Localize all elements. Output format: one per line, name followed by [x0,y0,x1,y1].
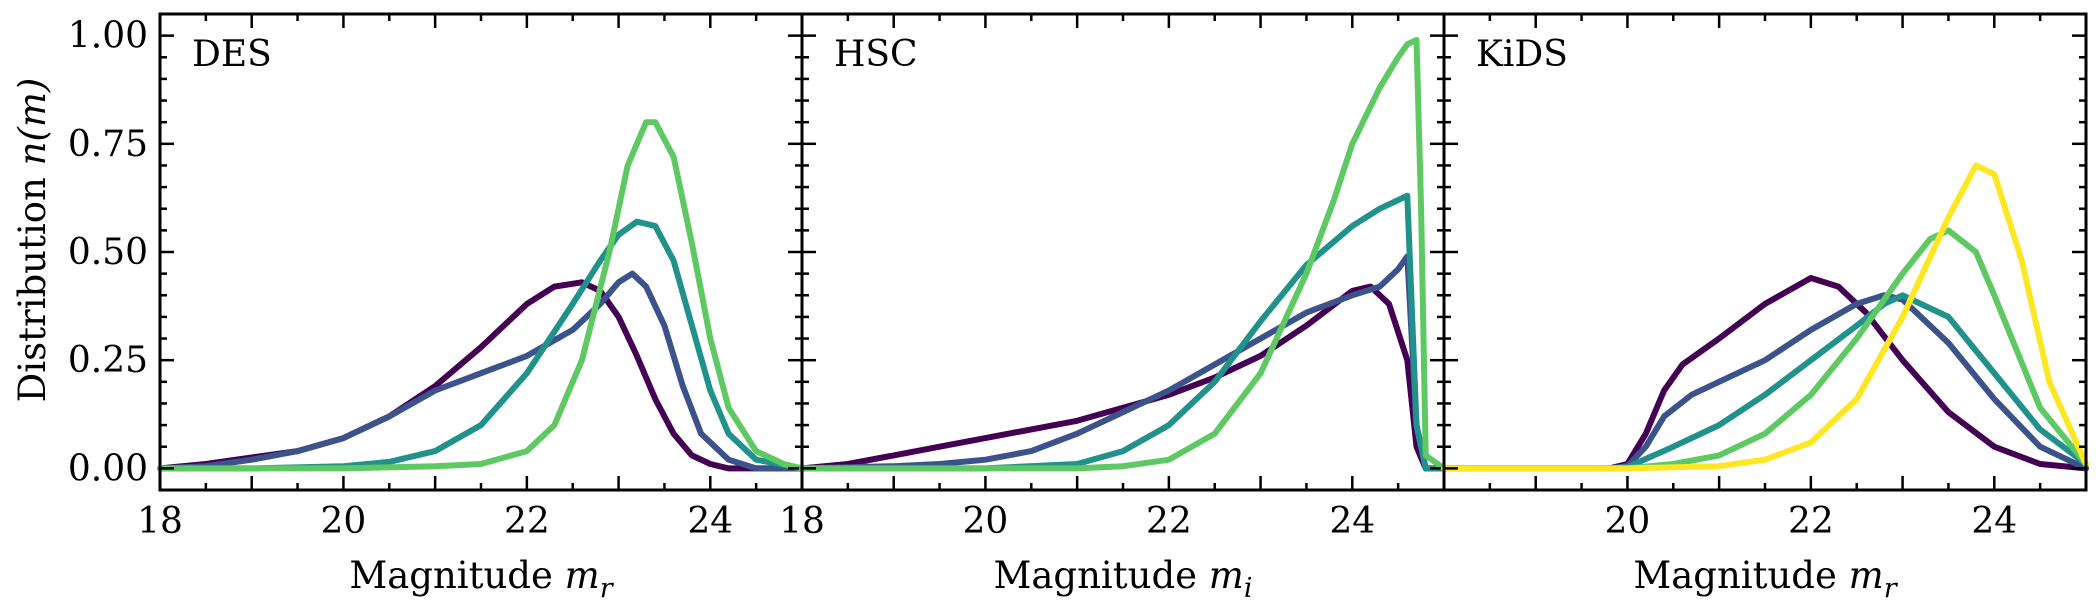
series-line-2-2 [1441,292,2089,472]
x-tick-label-0: 20 [321,501,367,542]
x-tick-label-0: 18 [137,501,183,542]
series-line-2-0 [1441,275,2089,472]
x-tick-label-1: 22 [1146,501,1192,542]
plot-frame-1 [800,12,1446,492]
series-line-2-4 [1441,162,2089,472]
y-tick-label: 0.25 [68,340,148,381]
panel-title-2: KiDS [1476,34,1568,75]
x-tick-label-2: 24 [1971,501,2017,542]
x-axis-label-0: Magnitude mr [349,554,614,600]
x-tick-label-1: 18 [779,501,825,542]
y-tick-label: 0.50 [68,232,148,273]
panel-title-1: HSC [834,34,918,75]
plot-frame-2 [1442,12,2088,492]
y-tick-label: 0.00 [68,448,148,489]
panels: 18 20 22 24 0.00 0.25 0.50 0.75 1.00 DES Magnitude… [68,12,2089,600]
series-line-2-1 [1441,292,2089,472]
panel-title-0: DES [192,34,272,75]
series-line-0-3 [157,119,805,472]
panel-0: 18 20 22 24 0.00 0.25 0.50 0.75 1.00 DES Magnitude… [68,12,805,600]
x-axis-label-2: Magnitude mr [1633,554,1898,600]
x-tick-label-1: 20 [963,501,1009,542]
y-axis-label-text: Distribution [11,165,54,402]
panel-2: 20 22 24 KiDS Magnitude mr [1441,12,2089,600]
y-axis-label: Distribution n(m) [11,78,54,403]
x-axis-label-1: Magnitude mi [993,554,1252,600]
series-line-0-1 [157,270,805,472]
plot-frame-0 [158,12,804,492]
x-tick-label-1: 24 [1329,501,1375,542]
y-tick-label: 0.75 [68,124,148,165]
series-line-1-2 [799,192,1447,472]
series-line-1-1 [799,253,1447,472]
series-line-1-0 [799,283,1447,472]
panel-1: 18 20 22 24 HSC Magnitude mi [779,12,1447,600]
x-tick-label-0: 22 [504,501,550,542]
series-line-2-3 [1441,227,2089,472]
x-tick-label-2: 22 [1788,501,1834,542]
y-axis-label-math: n(m) [11,78,54,166]
series-line-1-3 [799,37,1447,472]
x-tick-label-2: 20 [1605,501,1651,542]
y-tick-label: 1.00 [68,16,148,57]
x-tick-label-0: 24 [687,501,733,542]
